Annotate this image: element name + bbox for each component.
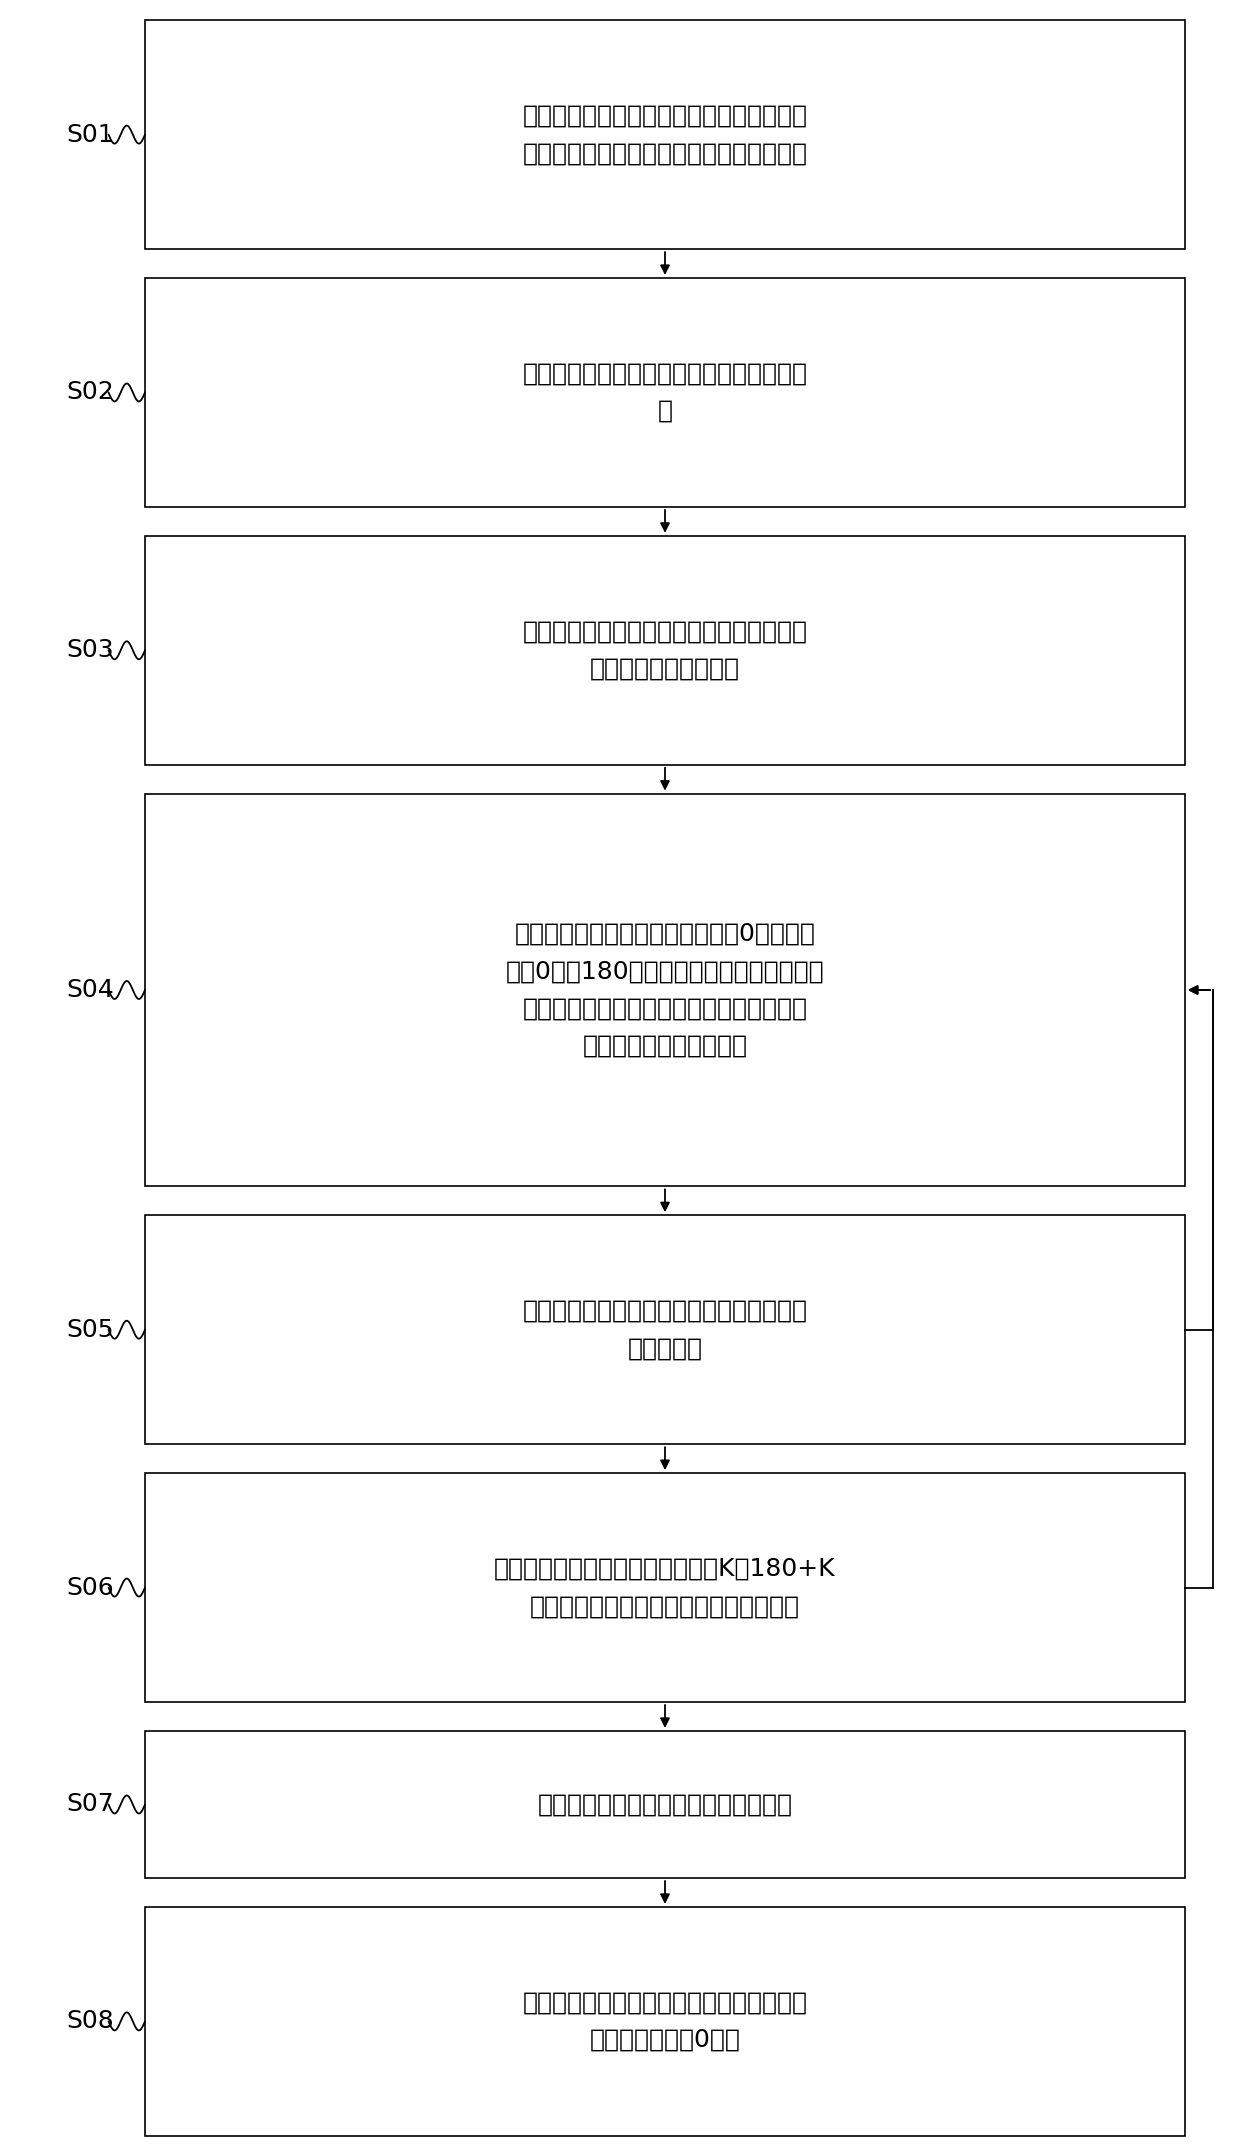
- Text: S08: S08: [67, 2009, 114, 2033]
- Text: S03: S03: [67, 638, 114, 662]
- Text: S06: S06: [67, 1576, 114, 1600]
- Text: 将第一实时相位反打至雷达天线通道，将各
通道相位补偿至0度。: 将第一实时相位反打至雷达天线通道，将各 通道相位补偿至0度。: [522, 1990, 807, 2053]
- Text: S05: S05: [67, 1317, 114, 1341]
- FancyBboxPatch shape: [145, 19, 1185, 250]
- Text: S01: S01: [67, 123, 114, 147]
- FancyBboxPatch shape: [145, 1906, 1185, 2137]
- FancyBboxPatch shape: [145, 535, 1185, 765]
- Text: 以相控阵雷达天线正面为基准，标定相控阵
雷达天线各通道序号，建立通道的映射关系: 以相控阵雷达天线正面为基准，标定相控阵 雷达天线各通道序号，建立通道的映射关系: [522, 103, 807, 166]
- FancyBboxPatch shape: [145, 1473, 1185, 1701]
- Text: 根据天线单元编号顺序逐一加电，并设置其
他天线单元为断电状态: 根据天线单元编号顺序逐一加电，并设置其 他天线单元为断电状态: [522, 619, 807, 681]
- Text: 相位度数逐次增加，累积第二实时相位: 相位度数逐次增加，累积第二实时相位: [537, 1792, 792, 1818]
- FancyBboxPatch shape: [145, 1216, 1185, 1445]
- Text: 设置天线单元的某通道幅度保持为0，相位分
别为0度和180度，该天线单元其他通道为极
点，采集该通道的实部和虚部，求得第一实
时相位和第一实时幅度。: 设置天线单元的某通道幅度保持为0，相位分 别为0度和180度，该天线单元其他通道…: [506, 923, 825, 1059]
- Text: S02: S02: [67, 379, 114, 405]
- Text: S07: S07: [67, 1792, 114, 1818]
- Text: 求得天线单元所有通道的第一实时幅度和第
一实时相位: 求得天线单元所有通道的第一实时幅度和第 一实时相位: [522, 1300, 807, 1360]
- Text: 配置近场校准失网的频率参数，输入通道间
距: 配置近场校准失网的频率参数，输入通道间 距: [522, 362, 807, 423]
- FancyBboxPatch shape: [145, 278, 1185, 507]
- Text: 保持该通道幅度不变，相位分别为K和180+K
度，求得第二实时相位和第二实时幅度。: 保持该通道幅度不变，相位分别为K和180+K 度，求得第二实时相位和第二实时幅度…: [495, 1557, 836, 1619]
- FancyBboxPatch shape: [145, 1731, 1185, 1878]
- Text: S04: S04: [67, 979, 114, 1003]
- FancyBboxPatch shape: [145, 793, 1185, 1186]
